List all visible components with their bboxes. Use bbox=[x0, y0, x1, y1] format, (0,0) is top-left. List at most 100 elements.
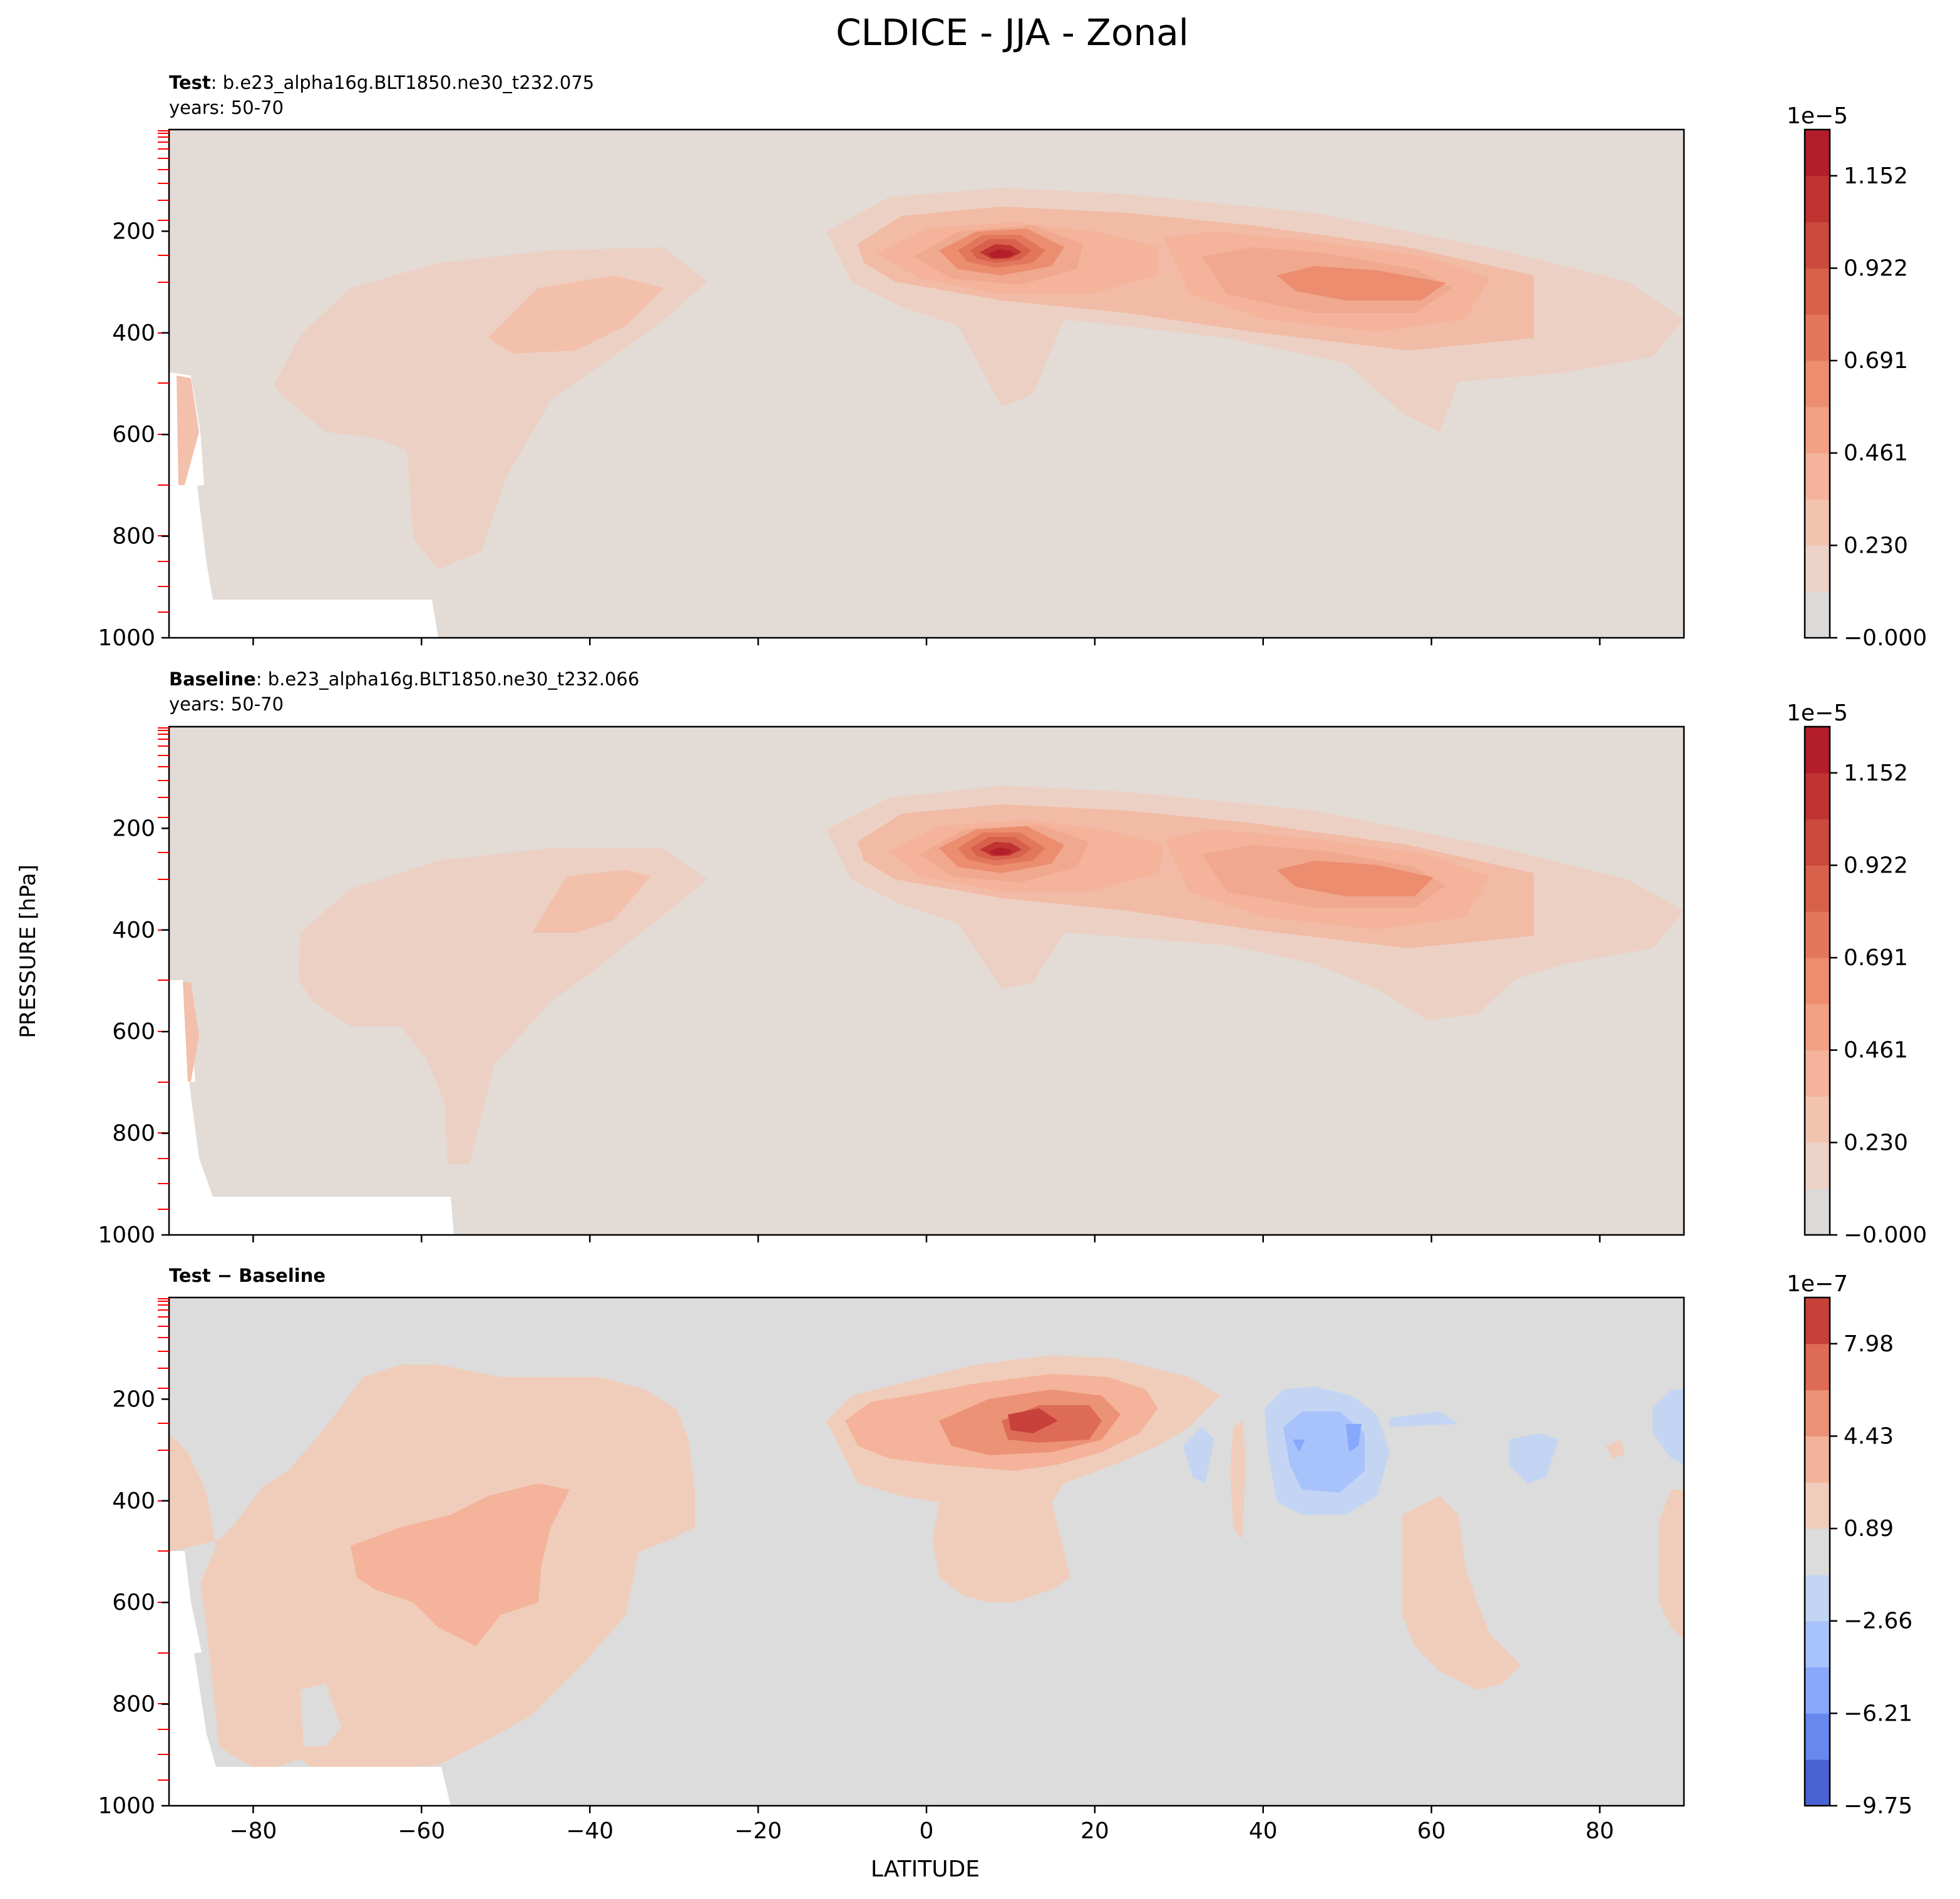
contour-field bbox=[169, 1298, 1684, 1806]
colorbar-level bbox=[1805, 1096, 1830, 1143]
colorbar-tick-label: −2.66 bbox=[1844, 1609, 1912, 1634]
y-axis: 200 400 600 800 1000 bbox=[98, 218, 169, 651]
x-tick-label: 20 bbox=[1080, 1818, 1109, 1844]
panel-title-bold: Test − Baseline bbox=[169, 1265, 326, 1286]
colorbar-level bbox=[1805, 268, 1830, 315]
x-tick-label: 80 bbox=[1586, 1818, 1614, 1844]
colorbar-tick-label: 0.461 bbox=[1844, 441, 1908, 466]
y-tick-label: 800 bbox=[112, 1121, 155, 1147]
y-tick-label: 1000 bbox=[98, 625, 155, 651]
colorbar-level bbox=[1805, 453, 1830, 500]
colorbar-level bbox=[1805, 1436, 1830, 1483]
colorbar-level bbox=[1805, 499, 1830, 546]
contour-field bbox=[169, 130, 1684, 638]
colorbar-level bbox=[1805, 772, 1830, 820]
colorbar-level bbox=[1805, 819, 1830, 866]
colorbar-level bbox=[1805, 222, 1830, 269]
panel-title: Test − Baseline bbox=[169, 1265, 326, 1286]
x-axis bbox=[252, 1235, 1601, 1242]
x-tick-label: −80 bbox=[229, 1818, 277, 1844]
colorbar-tick-label: −0.000 bbox=[1844, 625, 1927, 651]
x-tick-label: −60 bbox=[398, 1818, 445, 1844]
colorbar-level bbox=[1805, 1528, 1830, 1575]
x-axis: −80 −60 −40 −20 0 20 40 60 80 bbox=[229, 1806, 1614, 1844]
y-tick-label: 200 bbox=[112, 816, 155, 841]
y-tick-label: 200 bbox=[112, 218, 155, 244]
panel-title: Baseline: b.e23_alpha16g.BLT1850.ne30_t2… bbox=[169, 668, 639, 690]
colorbar-frame bbox=[1804, 725, 1831, 1236]
y-tick-label: 400 bbox=[112, 320, 155, 346]
colorbar-level bbox=[1805, 1574, 1830, 1622]
colorbar-level bbox=[1805, 1003, 1830, 1051]
colorbar-tick-label: 0.922 bbox=[1844, 255, 1908, 281]
pressure-level-ticks bbox=[158, 130, 169, 613]
colorbar-level bbox=[1805, 1620, 1830, 1668]
y-axis: 200 400 600 800 1000 bbox=[98, 816, 169, 1248]
colorbar-tick-label: 7.98 bbox=[1844, 1331, 1894, 1357]
panel-title-case: : b.e23_alpha16g.BLT1850.ne30_t232.066 bbox=[256, 668, 639, 690]
y-axis: 200 400 600 800 1000 bbox=[98, 1386, 169, 1819]
panel-baseline: Baseline: b.e23_alpha16g.BLT1850.ne30_t2… bbox=[98, 668, 1927, 1248]
colorbar-level bbox=[1805, 175, 1830, 223]
panel-test: Test: b.e23_alpha16g.BLT1850.ne30_t232.0… bbox=[98, 72, 1927, 651]
colorbar-tick-label: 1.152 bbox=[1844, 163, 1908, 189]
colorbar-exponent: 1e−7 bbox=[1787, 1271, 1848, 1297]
colorbar-level bbox=[1805, 130, 1830, 177]
colorbar-tick-label: −9.75 bbox=[1844, 1793, 1912, 1819]
y-tick-label: 600 bbox=[112, 1590, 155, 1615]
colorbar: −0.000 0.230 0.461 0.691 0.922 1.152 1e−5 bbox=[1787, 103, 1927, 651]
panel-years: years: 50-70 bbox=[169, 97, 284, 118]
panel-years: years: 50-70 bbox=[169, 694, 284, 715]
colorbar-frame bbox=[1804, 128, 1831, 639]
pressure-level-ticks bbox=[158, 727, 169, 1210]
colorbar-tick-label: 0.89 bbox=[1844, 1516, 1894, 1542]
x-axis bbox=[252, 638, 1601, 645]
colorbar-tick-label: 0.922 bbox=[1844, 852, 1908, 878]
y-tick-label: 1000 bbox=[98, 1793, 155, 1819]
panel-difference: Test − Baseline bbox=[98, 1265, 1912, 1844]
colorbar-level bbox=[1805, 1390, 1830, 1436]
y-axis-label: PRESSURE [hPa] bbox=[16, 864, 41, 1038]
panel-title: Test: b.e23_alpha16g.BLT1850.ne30_t232.0… bbox=[169, 72, 594, 93]
colorbar-level bbox=[1805, 958, 1830, 1005]
colorbar-tick-label: 0.691 bbox=[1844, 348, 1908, 374]
y-tick-label: 400 bbox=[112, 918, 155, 943]
colorbar-tick-label: 0.691 bbox=[1844, 945, 1908, 971]
contour-field bbox=[169, 727, 1684, 1235]
y-tick-label: 200 bbox=[112, 1386, 155, 1412]
x-tick-label: −40 bbox=[566, 1818, 613, 1844]
colorbar-level bbox=[1805, 865, 1830, 912]
x-tick-label: −20 bbox=[734, 1818, 782, 1844]
x-axis-label: LATITUDE bbox=[871, 1856, 980, 1882]
figure-title: CLDICE - JJA - Zonal bbox=[836, 11, 1189, 54]
colorbar-frame bbox=[1804, 1296, 1831, 1807]
colorbar-level bbox=[1805, 406, 1830, 454]
colorbar-level bbox=[1805, 1343, 1830, 1391]
colorbar-tick-label: 0.230 bbox=[1844, 533, 1908, 558]
y-tick-label: 800 bbox=[112, 1692, 155, 1717]
x-tick-label: 60 bbox=[1417, 1818, 1446, 1844]
colorbar-level bbox=[1805, 1482, 1830, 1529]
colorbar-level bbox=[1805, 361, 1830, 407]
colorbar-tick-label: −6.21 bbox=[1844, 1701, 1912, 1726]
colorbar: −0.000 0.230 0.461 0.691 0.922 1.152 1e−5 bbox=[1787, 700, 1927, 1248]
colorbar-level bbox=[1805, 1298, 1830, 1344]
colorbar-tick-label: 0.230 bbox=[1844, 1130, 1908, 1155]
colorbar-tick-label: −0.000 bbox=[1844, 1222, 1927, 1248]
colorbar-level bbox=[1805, 1142, 1830, 1189]
panel-title-case: : b.e23_alpha16g.BLT1850.ne30_t232.075 bbox=[211, 72, 594, 93]
y-tick-label: 600 bbox=[112, 1019, 155, 1045]
colorbar-exponent: 1e−5 bbox=[1787, 700, 1848, 726]
pressure-level-ticks bbox=[158, 1298, 169, 1781]
colorbar-level bbox=[1805, 1759, 1830, 1806]
colorbar-level bbox=[1805, 727, 1830, 774]
x-tick-label: 40 bbox=[1249, 1818, 1278, 1844]
colorbar-level bbox=[1805, 1050, 1830, 1097]
colorbar-tick-label: 4.43 bbox=[1844, 1423, 1894, 1449]
colorbar-level bbox=[1805, 1189, 1830, 1236]
y-tick-label: 1000 bbox=[98, 1222, 155, 1248]
colorbar: −9.75 −6.21 −2.66 0.89 4.43 7.98 1e−7 bbox=[1787, 1271, 1912, 1819]
y-tick-label: 400 bbox=[112, 1488, 155, 1514]
colorbar-level bbox=[1805, 591, 1830, 638]
